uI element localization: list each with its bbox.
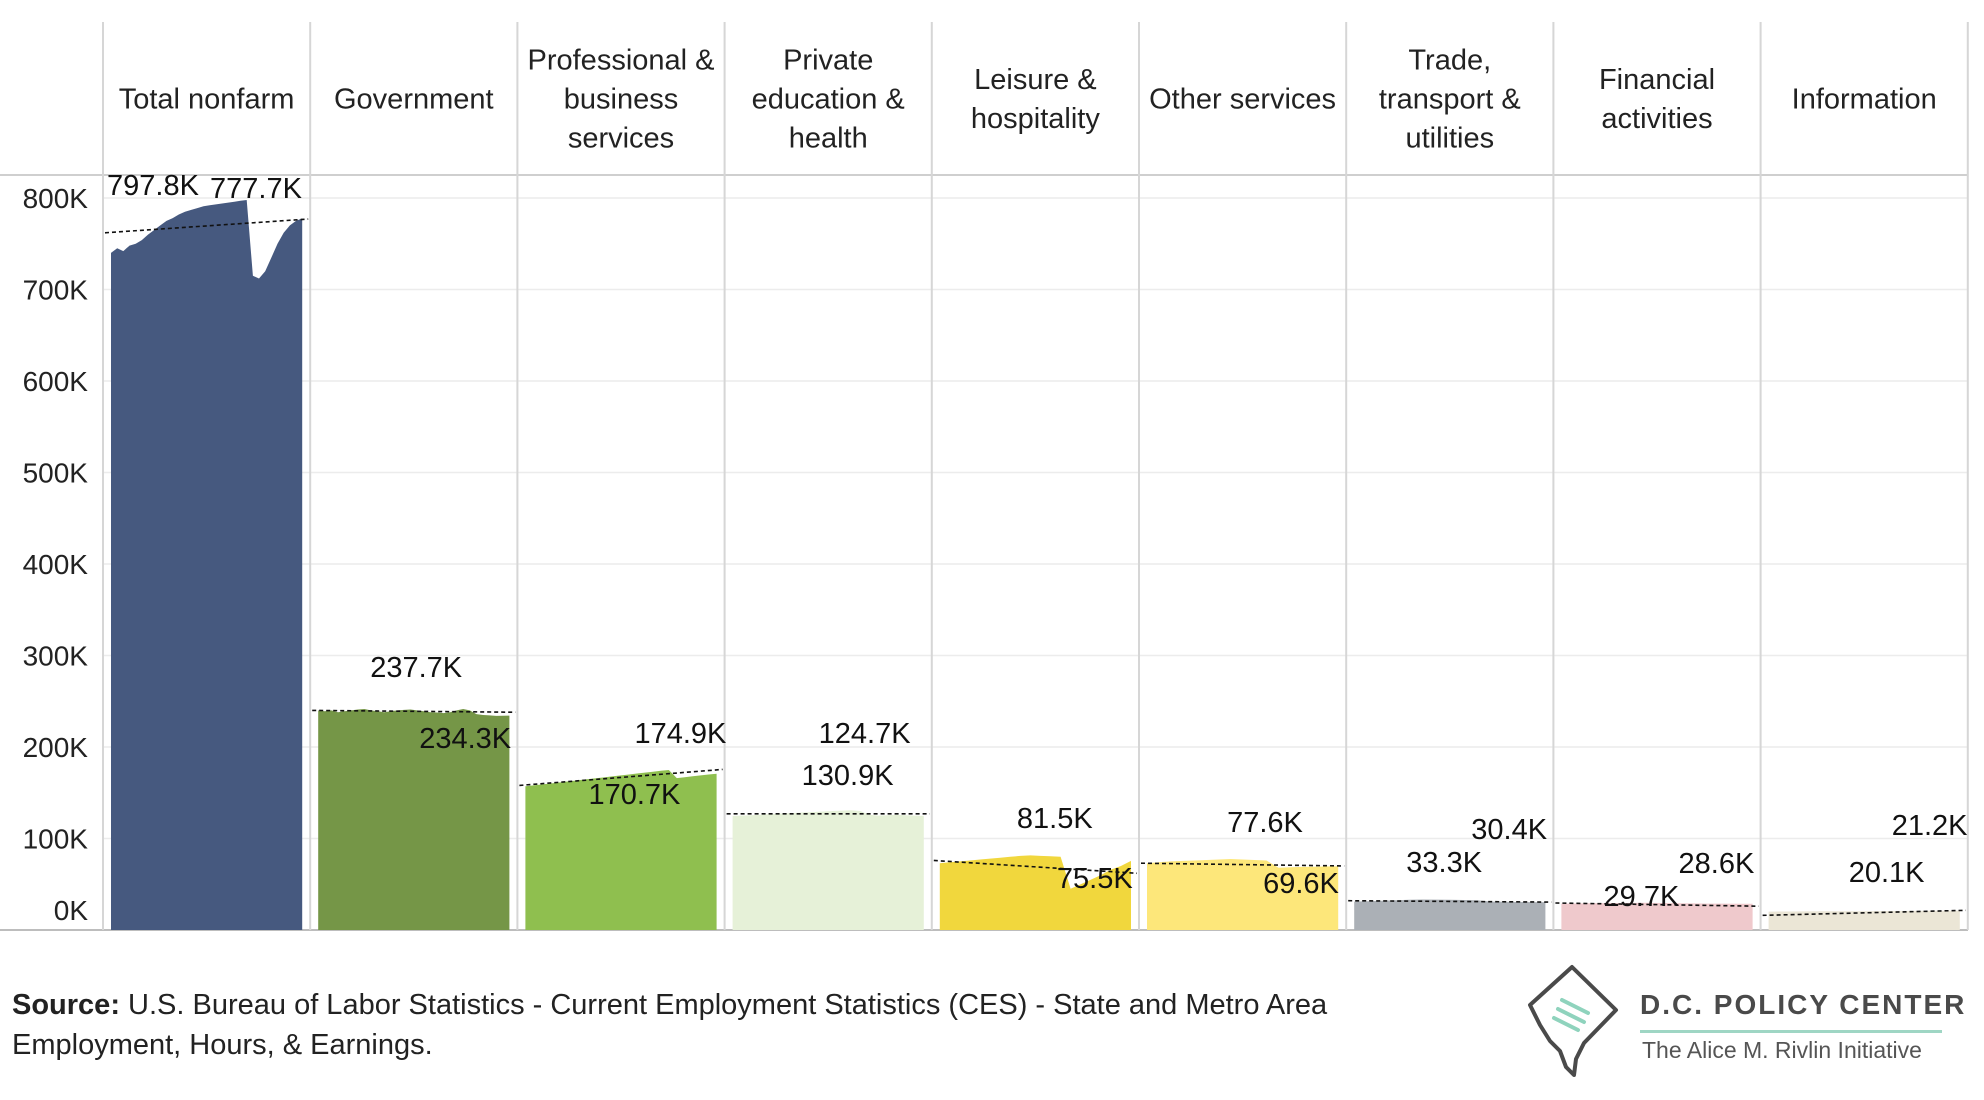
panel-header-line: Leisure & [974,64,1097,96]
logo-subtitle: The Alice M. Rivlin Initiative [1642,1037,1922,1063]
value-label: 21.2K [1892,810,1968,842]
panel-header-line: education & [752,84,905,116]
panel-header-line: health [789,123,868,155]
series-area [732,810,924,930]
panel-header-line: utilities [1405,123,1494,155]
source-text: U.S. Bureau of Labor Statistics - Curren… [12,989,1328,1061]
value-label: 777.7K [210,173,303,205]
series-area [1561,902,1753,930]
trend-line [1762,909,1966,917]
y-tick-label: 800K [23,183,89,214]
y-tick-label: 400K [23,549,89,580]
dc-map-document-icon [1528,965,1618,1077]
panel-header-line: Trade, [1408,45,1491,77]
trend-line [519,768,723,787]
y-tick-label: 300K [23,641,89,672]
panel-header-line: Government [334,84,494,116]
value-label: 81.5K [1017,803,1093,835]
dc-policy-center-logo: D.C. POLICY CENTER The Alice M. Rivlin I… [1520,955,1964,1085]
value-label: 28.6K [1679,848,1755,880]
panel-header-line: activities [1601,103,1712,135]
series-area [1768,910,1960,930]
value-label: 174.9K [634,718,727,750]
value-label: 69.6K [1263,868,1339,900]
panel-header-line: Professional & [528,45,715,77]
logo-title: D.C. POLICY CENTER [1640,989,1967,1020]
panel-header-line: transport & [1379,84,1521,116]
value-label: 75.5K [1057,863,1133,895]
value-label: 234.3K [419,723,512,755]
series-area [1147,859,1339,930]
value-label: 30.4K [1471,814,1547,846]
trend-line [1348,899,1552,903]
value-label: 20.1K [1849,857,1925,889]
value-label: 124.7K [819,718,912,750]
logo-divider [1640,1030,1942,1033]
y-tick-label: 100K [23,824,89,855]
y-tick-label: 500K [23,458,89,489]
value-label: 77.6K [1227,807,1303,839]
small-multiples-area-chart: 0K 100K 200K 300K 400K 500K 600K 700K 800K Total … [0,22,1969,931]
value-label: 29.7K [1604,881,1680,913]
value-label: 130.9K [802,760,895,792]
panel-header-line: services [568,123,674,155]
y-tick-label: 0K [54,895,89,926]
source-label: Source: [12,989,120,1021]
panel-header-line: hospitality [971,103,1100,135]
panel-header-line: Financial [1599,64,1715,96]
source-note: Source: U.S. Bureau of Labor Statistics … [12,985,1472,1065]
trend-line [933,859,1138,875]
value-label: 33.3K [1406,847,1482,879]
y-tick-label: 200K [23,732,89,763]
trend-line [312,709,516,714]
series-area [1354,899,1546,930]
panel-header-line: business [564,84,678,116]
series-area [111,200,303,930]
trend-line [1140,862,1345,867]
trend-line [1555,902,1759,908]
value-label: 170.7K [588,779,681,811]
y-tick-label: 700K [23,275,89,306]
series-area [525,770,717,930]
panel-header-line: Information [1792,84,1937,116]
trend-line [104,218,309,234]
value-label: 237.7K [370,652,463,684]
panel-header-line: Total nonfarm [119,84,295,116]
y-tick-label: 600K [23,366,89,397]
panel-header-line: Private [783,45,873,77]
panel-header-line: Other services [1149,84,1336,116]
value-label: 797.8K [107,170,200,202]
series-area [939,855,1131,930]
series-area [318,709,510,930]
